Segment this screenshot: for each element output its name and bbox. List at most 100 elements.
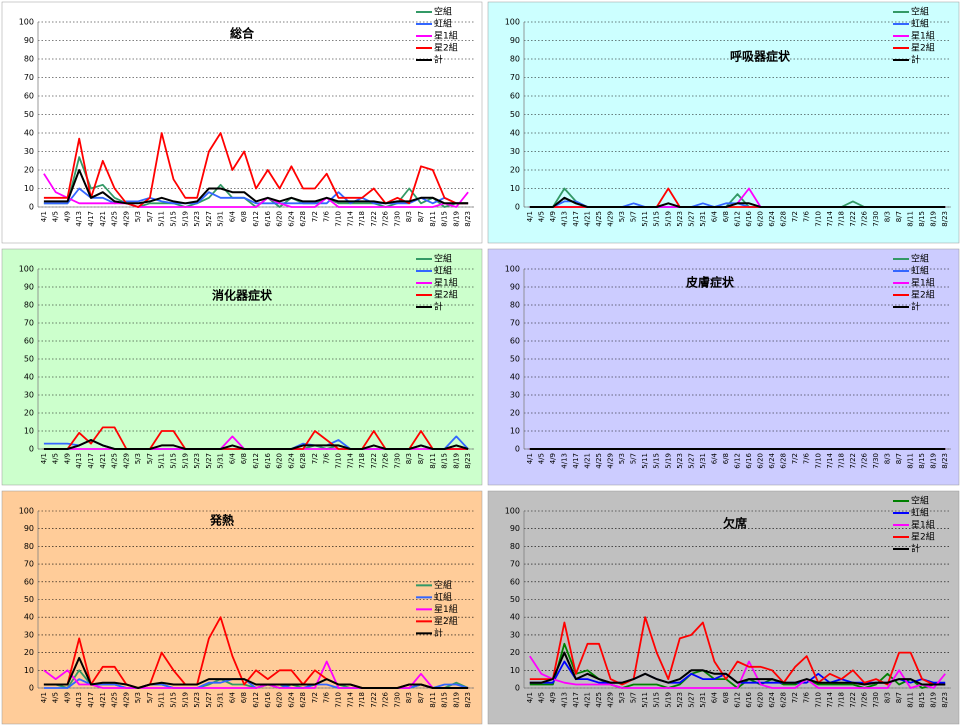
x-tick-label: 4/5 bbox=[52, 692, 60, 703]
x-tick-label: 4/5 bbox=[537, 211, 545, 222]
x-tick-label: 5/31 bbox=[699, 211, 707, 227]
x-tick-label: 6/12 bbox=[252, 211, 260, 227]
x-tick-label: 6/20 bbox=[757, 453, 765, 469]
x-tick-label: 6/4 bbox=[710, 452, 718, 464]
y-tick-label: 60 bbox=[24, 577, 34, 586]
y-tick-label: 70 bbox=[24, 560, 34, 569]
y-tick-label: 40 bbox=[510, 129, 520, 138]
x-tick-label: 7/22 bbox=[370, 453, 378, 469]
x-tick-label: 6/28 bbox=[299, 211, 307, 227]
x-tick-label: 7/10 bbox=[334, 692, 342, 708]
x-tick-label: 6/20 bbox=[757, 692, 765, 708]
x-tick-label: 5/23 bbox=[193, 211, 201, 227]
x-tick-label: 7/2 bbox=[311, 211, 319, 222]
x-tick-label: 7/18 bbox=[837, 453, 845, 469]
x-tick-label: 8/15 bbox=[441, 692, 449, 708]
x-tick-label: 4/29 bbox=[607, 453, 615, 469]
x-tick-label: 6/4 bbox=[228, 691, 236, 703]
legend-label: 空組 bbox=[434, 6, 452, 18]
x-tick-label: 7/30 bbox=[393, 211, 401, 227]
legend-label: 計 bbox=[434, 627, 443, 639]
x-tick-label: 5/27 bbox=[205, 453, 213, 469]
x-tick-label: 7/10 bbox=[334, 453, 342, 469]
x-tick-label: 5/3 bbox=[134, 453, 142, 464]
x-tick-label: 8/3 bbox=[405, 211, 413, 222]
x-tick-label: 8/15 bbox=[918, 692, 926, 708]
y-tick-label: 70 bbox=[510, 73, 520, 82]
legend-label: 空組 bbox=[911, 6, 929, 18]
x-tick-label: 6/16 bbox=[264, 210, 272, 226]
x-tick-label: 8/3 bbox=[405, 692, 413, 703]
series-line bbox=[43, 132, 469, 208]
x-tick-label: 6/8 bbox=[240, 453, 248, 464]
x-tick-label: 8/23 bbox=[941, 453, 949, 469]
x-tick-label: 5/11 bbox=[641, 692, 649, 708]
y-tick-label: 50 bbox=[24, 595, 34, 604]
x-tick-label: 8/11 bbox=[907, 692, 915, 708]
y-tick-label: 100 bbox=[19, 18, 34, 27]
x-tick-label: 6/28 bbox=[780, 453, 788, 469]
x-tick-label: 8/3 bbox=[884, 211, 892, 222]
x-tick-label: 5/15 bbox=[170, 211, 178, 227]
y-tick-label: 50 bbox=[510, 595, 520, 604]
x-tick-label: 4/5 bbox=[52, 211, 60, 222]
x-tick-label: 6/12 bbox=[734, 453, 742, 469]
x-tick-label: 6/24 bbox=[768, 210, 776, 226]
x-tick-label: 6/4 bbox=[228, 452, 236, 464]
y-tick-label: 20 bbox=[24, 648, 34, 657]
x-tick-label: 4/17 bbox=[87, 692, 95, 708]
x-tick-label: 8/19 bbox=[930, 211, 938, 227]
x-tick-label: 7/14 bbox=[826, 210, 834, 226]
y-tick-label: 40 bbox=[510, 373, 520, 382]
y-tick-label: 0 bbox=[515, 445, 520, 454]
x-tick-label: 5/7 bbox=[146, 692, 154, 703]
y-tick-label: 0 bbox=[29, 445, 34, 454]
x-tick-label: 7/2 bbox=[311, 692, 319, 703]
x-tick-label: 6/12 bbox=[734, 692, 742, 708]
x-tick-label: 4/29 bbox=[122, 211, 130, 227]
legend-label: 虹組 bbox=[434, 591, 452, 603]
x-tick-label: 5/23 bbox=[193, 692, 201, 708]
series-line bbox=[43, 656, 469, 689]
x-tick-label: 7/30 bbox=[872, 453, 880, 469]
y-tick-label: 20 bbox=[24, 409, 34, 418]
x-tick-label: 8/7 bbox=[417, 692, 425, 703]
x-tick-label: 4/13 bbox=[75, 211, 83, 227]
x-tick-label: 7/30 bbox=[393, 692, 401, 708]
x-tick-label: 7/10 bbox=[334, 211, 342, 227]
x-tick-label: 5/7 bbox=[146, 453, 154, 464]
x-tick-label: 4/21 bbox=[583, 692, 591, 708]
x-tick-label: 5/27 bbox=[687, 692, 695, 708]
x-tick-label: 4/17 bbox=[87, 211, 95, 227]
y-tick-label: 40 bbox=[24, 373, 34, 382]
x-tick-label: 4/29 bbox=[122, 453, 130, 469]
legend-label: 星2組 bbox=[911, 531, 935, 543]
legend-label: 星2組 bbox=[434, 615, 458, 627]
x-tick-label: 8/19 bbox=[452, 211, 460, 227]
panel-background bbox=[1, 490, 483, 725]
y-tick-label: 40 bbox=[510, 613, 520, 622]
chart-title: 総合 bbox=[230, 26, 255, 41]
x-tick-label: 5/19 bbox=[664, 211, 672, 227]
y-tick-label: 70 bbox=[24, 73, 34, 82]
x-tick-label: 6/16 bbox=[264, 691, 272, 707]
x-tick-label: 8/23 bbox=[464, 692, 472, 708]
y-tick-label: 100 bbox=[505, 265, 520, 274]
legend-label: 虹組 bbox=[911, 507, 929, 519]
x-tick-label: 4/1 bbox=[526, 211, 534, 222]
x-tick-label: 4/9 bbox=[63, 692, 71, 703]
x-tick-label: 8/23 bbox=[941, 692, 949, 708]
x-tick-label: 5/31 bbox=[217, 211, 225, 227]
x-tick-label: 7/6 bbox=[803, 452, 811, 464]
x-tick-label: 4/13 bbox=[75, 453, 83, 469]
x-tick-label: 4/1 bbox=[526, 692, 534, 703]
y-tick-label: 60 bbox=[24, 92, 34, 101]
y-tick-label: 20 bbox=[510, 648, 520, 657]
x-tick-label: 7/22 bbox=[849, 453, 857, 469]
y-tick-label: 50 bbox=[510, 110, 520, 119]
x-tick-label: 7/6 bbox=[323, 452, 331, 464]
legend-label: 虹組 bbox=[434, 18, 452, 30]
x-tick-label: 4/9 bbox=[549, 211, 557, 222]
